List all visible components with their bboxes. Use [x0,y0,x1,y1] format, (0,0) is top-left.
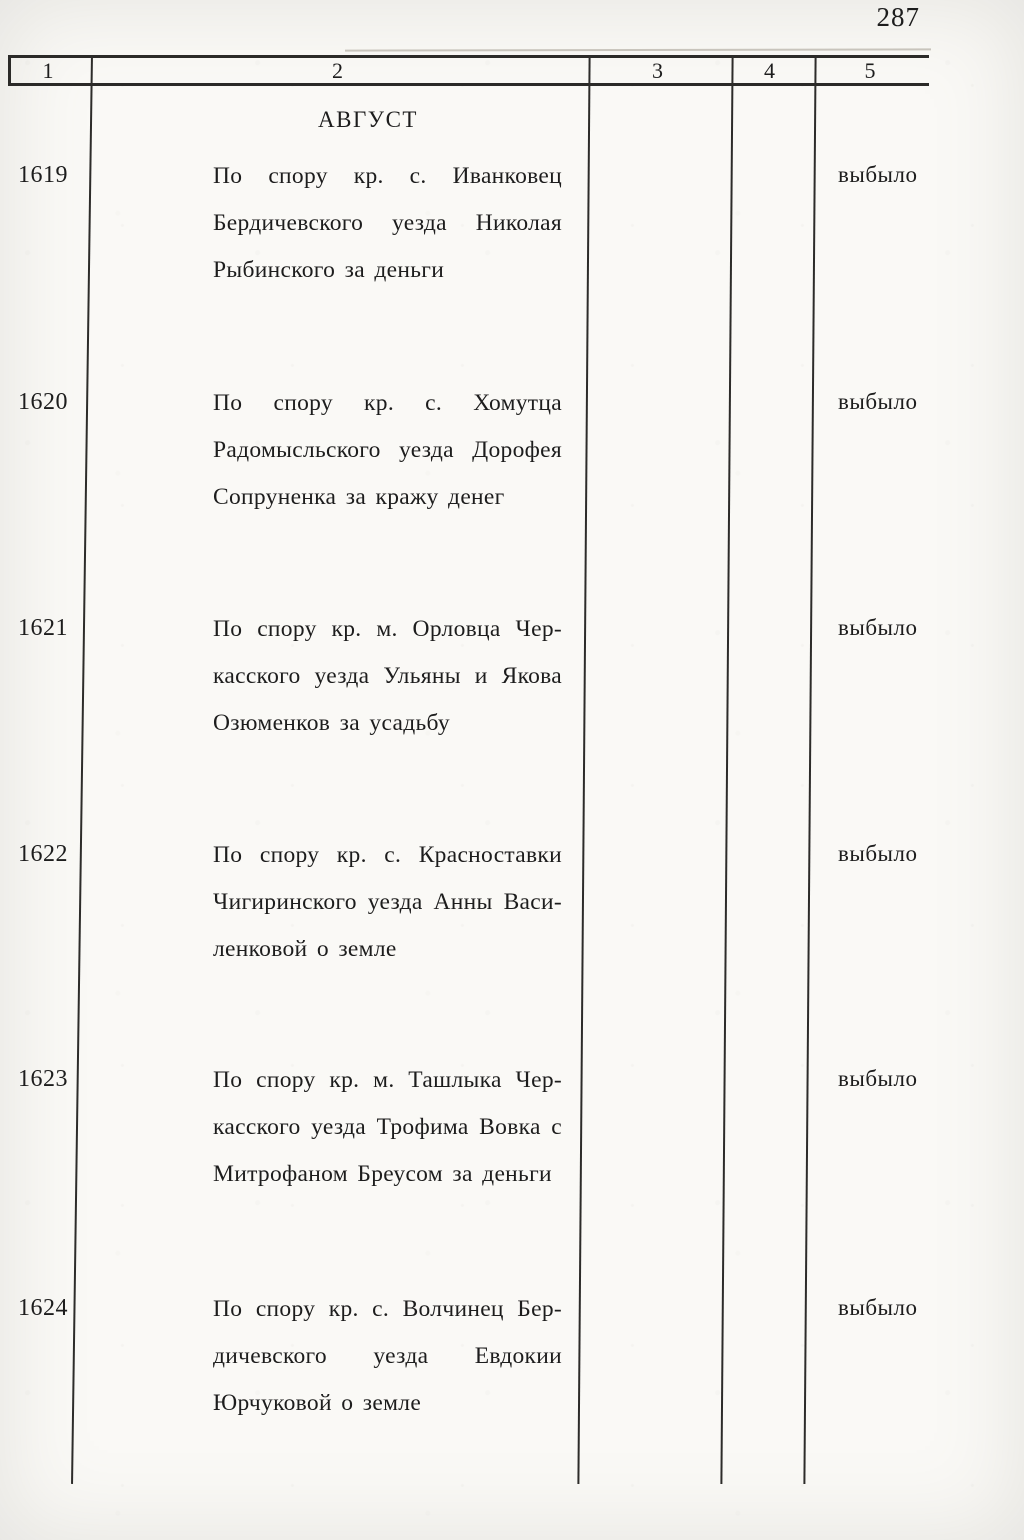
table-top-rule [8,55,929,58]
entry-text-line: Митрофаном Бреусом за деньги [213,1161,552,1187]
entry-status: выбыло [838,1295,918,1320]
table-row: 1624 По спору кр. с. Волчинец Бер- дичев… [0,1286,1024,1511]
entry-status: выбыло [838,1066,918,1091]
entry-number: 1624 [18,1295,68,1321]
entry-status: выбыло [838,162,918,187]
header-bottom-rule [8,83,929,86]
table-row: 1621 По спору кр. м. Орловца Чер- касско… [0,606,1024,831]
entry-number: 1620 [18,389,68,415]
entry-number: 1621 [18,615,68,641]
entry-text-line: ленковой о земле [213,936,397,962]
entry-description: По спору кр. с. Волчинец Бер- дичевского… [213,1286,562,1427]
entry-description: По спору кр. м. Ташлыка Чер- касского уе… [213,1057,562,1198]
entry-text-line: Радомысльского уезда Дорофея [213,437,562,463]
entry-text-line: касского уезда Ульяны и Якова [213,663,562,689]
table-row: 1622 По спору кр. с. Красноставки Чигири… [0,832,1024,1057]
column-header-5: 5 [864,58,876,83]
entry-text-line: Юрчуковой о земле [213,1390,422,1416]
entry-text-line: Озюменков за усадьбу [213,710,450,736]
column-header-2: 2 [332,58,343,83]
entry-text-line: Чигиринского уезда Анны Васи- [213,889,562,915]
entry-number: 1623 [18,1066,68,1092]
entry-text-line: Сопруненка за кражу денег [213,484,505,510]
entry-text-line: касского уезда Трофима Вовка с [213,1114,562,1140]
entry-status: выбыло [838,841,918,866]
entry-number: 1619 [18,162,68,188]
entry-description: По спору кр. с. Красноставки Чигиринског… [213,832,562,973]
entry-description: По спору кр. м. Орловца Чер- касского уе… [213,606,562,747]
entry-text-line: По спору кр. с. Иванковец [213,163,562,189]
column-header-3: 3 [652,58,663,83]
column-header-1: 1 [42,58,54,83]
entry-text-line: По спору кр. м. Ташлыка Чер- [213,1067,562,1093]
entry-status: выбыло [838,615,918,640]
table-left-border [8,55,11,86]
entry-text-line: дичевского уезда Евдокии [213,1343,562,1369]
entry-description: По спору кр. с. Иванковец Бердичевского … [213,153,562,294]
entry-number: 1622 [18,841,68,867]
entry-text-line: Бердичевского уезда Николая [213,210,562,236]
entry-status: выбыло [838,389,918,414]
table-row: 1620 По спору кр. с. Хомутца Радомысльск… [0,380,1024,605]
section-title-month: АВГУСТ [318,107,418,132]
table-row: 1623 По спору кр. м. Ташлыка Чер- касско… [0,1057,1024,1282]
table-row: 1619 По спору кр. с. Иванковец Бердичевс… [0,153,1024,378]
entry-text-line: Рыбинского за деньги [213,257,445,283]
entry-description: По спору кр. с. Хомутца Радомысльского у… [213,380,562,521]
scan-artifact-line [344,48,932,52]
entry-text-line: По спору кр. с. Красноставки [213,842,562,868]
entry-text-line: По спору кр. м. Орловца Чер- [213,616,562,642]
page-number: 287 [876,2,920,32]
entry-text-line: По спору кр. с. Волчинец Бер- [213,1296,562,1322]
entry-text-line: По спору кр. с. Хомутца [213,390,562,416]
column-header-4: 4 [764,58,775,83]
